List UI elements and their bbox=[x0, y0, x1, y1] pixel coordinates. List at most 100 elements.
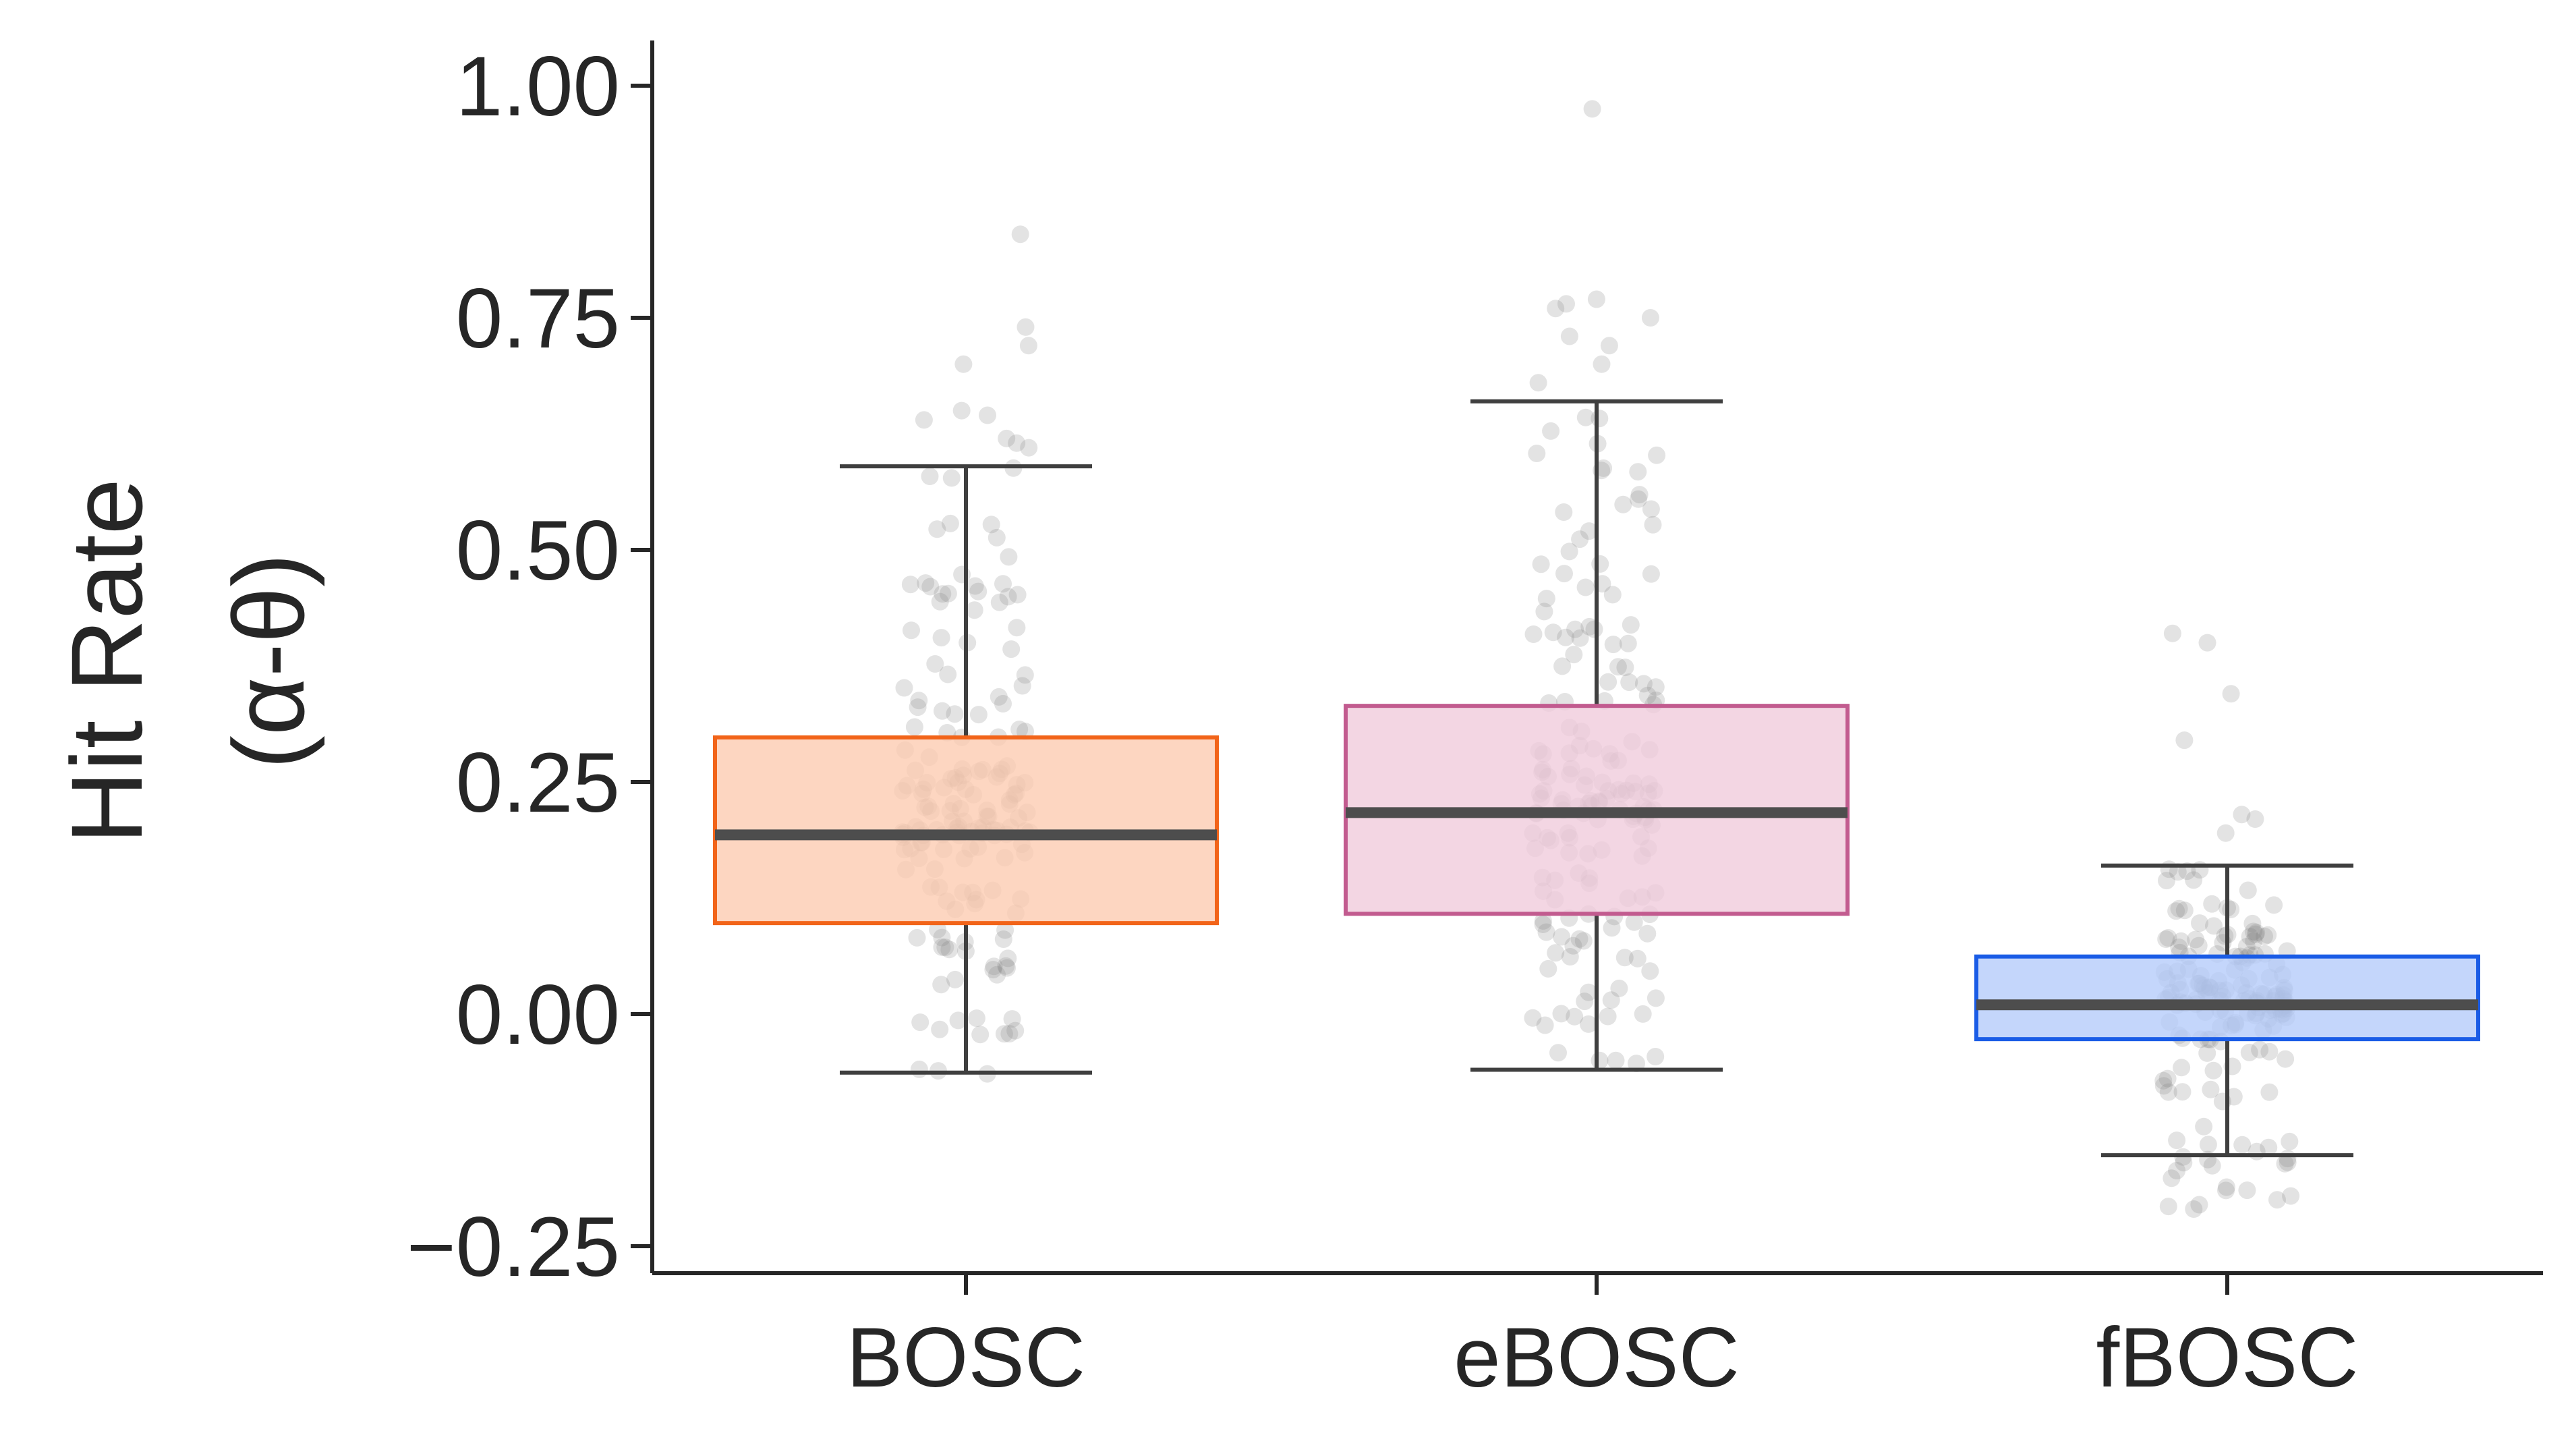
data-point bbox=[903, 621, 920, 640]
data-point bbox=[1557, 628, 1575, 646]
data-point bbox=[2173, 1083, 2192, 1101]
data-point bbox=[1638, 924, 1657, 943]
data-point bbox=[2158, 1069, 2177, 1088]
data-point bbox=[1580, 1015, 1597, 1033]
data-point bbox=[2260, 1138, 2278, 1156]
data-point bbox=[1539, 959, 1557, 978]
data-point bbox=[1557, 295, 1575, 313]
data-point bbox=[915, 411, 933, 429]
data-point bbox=[994, 695, 1012, 712]
data-point bbox=[2240, 1043, 2258, 1061]
data-point bbox=[1591, 555, 1609, 573]
data-point bbox=[2268, 1191, 2286, 1209]
data-point bbox=[2239, 881, 2257, 899]
data-point bbox=[1641, 962, 1659, 980]
data-point bbox=[2175, 731, 2194, 750]
data-point bbox=[1537, 923, 1555, 941]
data-point bbox=[2199, 1136, 2217, 1154]
data-point bbox=[1610, 979, 1628, 997]
data-point bbox=[2175, 1154, 2193, 1172]
data-point bbox=[1553, 928, 1571, 946]
data-point bbox=[2172, 932, 2190, 950]
data-point bbox=[933, 938, 951, 956]
data-point bbox=[1634, 1005, 1652, 1023]
data-point bbox=[2170, 939, 2188, 956]
data-point bbox=[2175, 901, 2194, 920]
data-point bbox=[1555, 565, 1573, 583]
data-point bbox=[979, 406, 996, 424]
data-point bbox=[1630, 486, 1649, 504]
data-point bbox=[921, 578, 940, 596]
data-point bbox=[1560, 327, 1578, 345]
data-point bbox=[2154, 1071, 2173, 1090]
data-point bbox=[988, 528, 1006, 547]
data-point bbox=[1528, 445, 1546, 462]
data-point bbox=[2170, 899, 2188, 918]
data-point bbox=[2185, 871, 2203, 889]
data-point bbox=[1602, 991, 1620, 1009]
data-point bbox=[1642, 500, 1660, 518]
data-point bbox=[2246, 810, 2264, 828]
data-point bbox=[999, 949, 1017, 968]
data-point bbox=[1638, 686, 1657, 704]
data-point bbox=[934, 585, 952, 603]
data-point bbox=[942, 469, 961, 487]
data-point bbox=[2168, 1162, 2186, 1179]
y-axis-sublabel: (α-θ) bbox=[212, 553, 325, 769]
box-ebosc bbox=[1344, 399, 1850, 1072]
data-point bbox=[2216, 824, 2235, 842]
data-point bbox=[1599, 673, 1618, 691]
data-point bbox=[1593, 355, 1611, 373]
data-point bbox=[1006, 1022, 1025, 1040]
data-point bbox=[895, 679, 913, 697]
data-point bbox=[2198, 634, 2216, 652]
data-point bbox=[926, 655, 944, 673]
data-point bbox=[1625, 913, 1643, 931]
data-point bbox=[1603, 919, 1621, 937]
data-point bbox=[1544, 623, 1562, 642]
axes-layer: −0.25 0.00 0.25 0.50 0.75 1.00 BOSC eBOSC fBOSC bbox=[407, 40, 2543, 1405]
data-point bbox=[984, 961, 1002, 979]
data-point bbox=[1561, 948, 1579, 966]
data-point bbox=[1576, 992, 1594, 1011]
data-point bbox=[2244, 922, 2262, 941]
data-point bbox=[909, 698, 927, 717]
data-point bbox=[946, 705, 964, 723]
data-point bbox=[994, 575, 1012, 593]
data-point bbox=[1647, 1048, 1665, 1065]
data-point bbox=[2190, 1196, 2208, 1214]
data-point bbox=[939, 584, 957, 603]
data-point bbox=[1576, 408, 1595, 426]
data-point bbox=[995, 1025, 1013, 1043]
data-point bbox=[1580, 983, 1598, 1001]
data-point bbox=[966, 577, 984, 595]
data-point bbox=[2163, 1169, 2181, 1187]
data-point bbox=[1565, 646, 1583, 664]
data-point bbox=[2217, 1178, 2235, 1196]
data-point bbox=[941, 514, 959, 532]
data-point bbox=[2217, 1181, 2235, 1200]
data-point bbox=[1535, 603, 1553, 621]
data-point bbox=[982, 515, 1000, 534]
data-point bbox=[2277, 1050, 2295, 1068]
data-point bbox=[1647, 989, 1665, 1007]
data-point bbox=[2159, 1198, 2177, 1216]
data-point bbox=[1013, 677, 1031, 695]
data-point bbox=[2238, 1181, 2256, 1200]
data-point bbox=[1587, 290, 1605, 308]
data-point bbox=[967, 1009, 985, 1028]
data-point bbox=[1614, 495, 1632, 513]
data-point bbox=[2202, 1080, 2220, 1098]
data-point bbox=[2260, 1083, 2279, 1101]
data-point bbox=[1537, 590, 1555, 608]
x-tick-label: fBOSC bbox=[2096, 1311, 2359, 1405]
data-point bbox=[996, 921, 1014, 939]
data-point bbox=[1583, 100, 1601, 118]
data-point bbox=[933, 928, 951, 947]
data-point bbox=[2233, 1136, 2252, 1154]
data-point bbox=[954, 355, 973, 373]
data-point bbox=[1604, 636, 1622, 654]
y-tick-label: −0.25 bbox=[407, 1200, 620, 1294]
data-point bbox=[1619, 634, 1637, 652]
data-point bbox=[2191, 914, 2208, 932]
